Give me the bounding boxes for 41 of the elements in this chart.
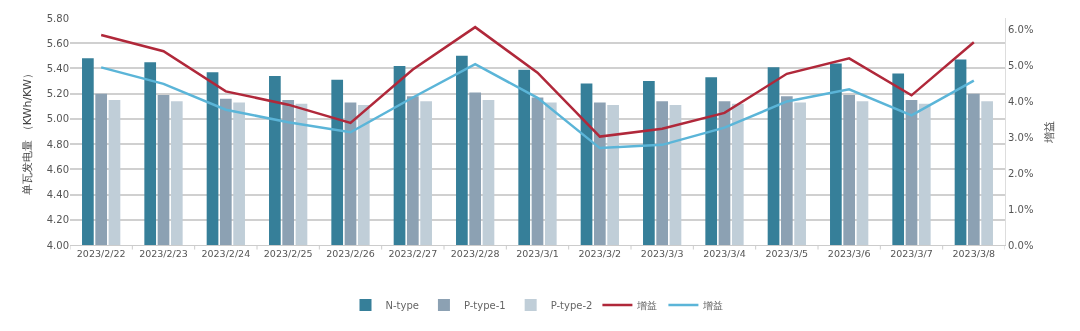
y2-axis-title: 增益: [1042, 120, 1056, 144]
x-tick-label: 2023/2/26: [326, 248, 375, 260]
y-tick-label: 4.20: [46, 214, 69, 226]
x-tick-label: 2023/3/2: [578, 248, 622, 260]
x-tick-label: 2023/2/28: [450, 248, 500, 260]
x-tick-label: 2023/3/4: [703, 248, 746, 260]
legend-label: P-type-2: [550, 299, 593, 311]
x-tick-label: 2023/2/24: [201, 248, 251, 260]
x-tick-label: 2023/3/6: [827, 248, 871, 260]
y-tick-label: 4.40: [46, 189, 69, 201]
legend-label: 增益: [702, 299, 724, 311]
x-tick-label: 2023/2/25: [263, 248, 313, 260]
y2-tick-label: 1.0%: [1008, 203, 1034, 215]
x-tick-label: 2023/2/27: [388, 248, 438, 260]
y-tick-label: 4.60: [46, 163, 69, 175]
y-tick-label: 5.60: [46, 37, 69, 49]
y2-tick-label: 0.0%: [1008, 239, 1034, 251]
y-tick-label: 5.00: [46, 113, 69, 125]
y2-tick-label: 3.0%: [1008, 131, 1034, 143]
legend-label: 增益: [636, 299, 658, 311]
y2-tick-label: 5.0%: [1008, 60, 1034, 72]
y-tick-label: 4.00: [46, 239, 69, 251]
x-tick-label: 2023/3/3: [640, 248, 684, 260]
legend-label: N-type: [385, 299, 419, 311]
x-tick-label: 2023/3/1: [516, 248, 559, 260]
x-tick-label: 2023/3/5: [765, 248, 809, 260]
y2-tick-label: 2.0%: [1008, 167, 1034, 179]
y-axis-title: 单瓦发电量 （KWh/KW）: [21, 68, 35, 195]
x-tick-label: 2023/3/8: [952, 248, 996, 260]
y2-tick-label: 4.0%: [1008, 95, 1034, 107]
y-tick-label: 4.80: [46, 138, 69, 150]
y-tick-label: 5.40: [46, 62, 69, 74]
x-tick-label: 2023/2/23: [139, 248, 188, 260]
y2-tick-label: 6.0%: [1008, 24, 1034, 36]
y-tick-label: 5.80: [46, 12, 69, 24]
y-tick-label: 5.20: [46, 88, 69, 100]
legend-label: P-type-1: [463, 299, 506, 311]
line-series: [99, 25, 976, 138]
x-tick-label: 2023/3/7: [890, 248, 933, 260]
line-series: [99, 62, 976, 150]
x-tick-label: 2023/2/22: [76, 248, 126, 260]
